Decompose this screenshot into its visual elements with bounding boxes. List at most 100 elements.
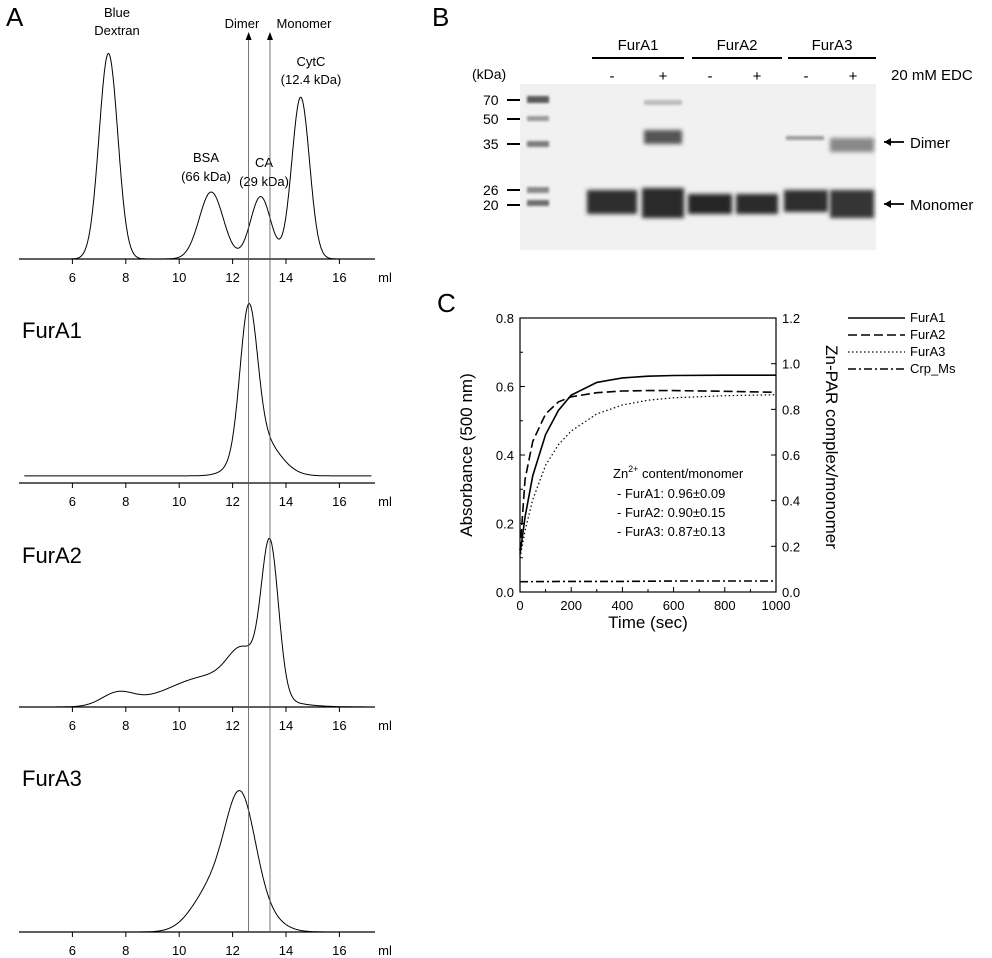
std-bsa-line2: (66 kDa) (181, 169, 231, 184)
gel-dimer-label: Dimer (910, 135, 950, 152)
c-y2-tick-label-0.8: 0.8 (782, 402, 800, 417)
x-tick-label-FurA3-6: 6 (69, 943, 76, 958)
marker-dimer-label: Dimer (225, 16, 260, 31)
c-y2-tick-label-1.0: 1.0 (782, 357, 800, 372)
marker-26: 26 (483, 182, 499, 198)
gel-group-fura2: FurA2 (717, 37, 758, 54)
ladder-band-26 (527, 187, 549, 193)
lane-sign-3: - (708, 68, 713, 85)
gel-background (520, 84, 876, 250)
c-y-tick-label-0.2: 0.2 (496, 517, 514, 532)
y2-axis-label: Zn-PAR complex/monomer (822, 345, 841, 549)
monomer-arrowhead-icon (884, 200, 891, 208)
x-tick-label-FurA3-8: 8 (122, 943, 129, 958)
std-bd-line1: Blue (104, 5, 130, 20)
x-tick-label-FurA1-10: 10 (172, 494, 186, 509)
x-tick-label-standards-14: 14 (279, 270, 293, 285)
c-y-tick-label-0.4: 0.4 (496, 448, 514, 463)
gel-lane6-dimer (830, 138, 874, 152)
x-tick-label-FurA2-10: 10 (172, 718, 186, 733)
std-ca-line2: (29 kDa) (239, 174, 289, 189)
panel-label-b: B (432, 2, 449, 32)
y-axis-label: Absorbance (500 nm) (457, 373, 476, 536)
x-tick-label-FurA1-12: 12 (225, 494, 239, 509)
std-bsa-line1: BSA (193, 150, 219, 165)
zn-content-fura3: - FurA3: 0.87±0.13 (617, 524, 725, 539)
sds-page-gel: FurA1 FurA2 FurA3 - + - + - + 20 mM EDC … (472, 37, 973, 250)
zn-content-title: Zn2+ content/monomer (613, 464, 744, 481)
gel-group-fura3: FurA3 (812, 37, 853, 54)
c-y2-tick-label-0.6: 0.6 (782, 448, 800, 463)
plot-c-frame (519, 317, 777, 593)
c-x-tick-label-1000: 1000 (762, 598, 791, 613)
c-x-tick-label-800: 800 (714, 598, 736, 613)
x-tick-label-FurA2-16: 16 (332, 718, 346, 733)
x-tick-label-FurA2-14: 14 (279, 718, 293, 733)
panel-label-c: C (437, 288, 456, 318)
x-tick-label-FurA1-6: 6 (69, 494, 76, 509)
x-tick-label-FurA2-12: 12 (225, 718, 239, 733)
c-y2-tick-label-0.0: 0.0 (782, 585, 800, 600)
x-unit-FurA3: ml (378, 943, 392, 958)
x-tick-label-standards-6: 6 (69, 270, 76, 285)
gel-group-fura1: FurA1 (618, 37, 659, 54)
marker-20: 20 (483, 197, 499, 213)
series-fura3 (519, 394, 777, 558)
ladder-band-35 (527, 141, 549, 147)
panel-label-a: A (6, 2, 24, 32)
dimer-arrowhead-icon (884, 138, 891, 146)
zn-title-prefix: Zn (613, 466, 628, 481)
x-tick-label-FurA2-6: 6 (69, 718, 76, 733)
series-fura1 (519, 374, 776, 555)
std-cytc-line2: (12.4 kDa) (281, 72, 342, 87)
c-x-tick-label-200: 200 (560, 598, 582, 613)
trace-FurA3 (24, 790, 372, 933)
series-fura2 (519, 389, 777, 551)
std-ca-line1: CA (255, 155, 273, 170)
gel-lane2-dimer (644, 130, 682, 144)
lane-sign-4: + (753, 68, 762, 85)
x-unit-standards: ml (378, 270, 392, 285)
marker-70: 70 (483, 92, 499, 108)
monomer-arrow-up-icon (266, 32, 273, 40)
gel-lane2-monomer (642, 188, 684, 218)
marker-50: 50 (483, 111, 499, 127)
gel-lane4-monomer (736, 194, 778, 214)
gel-lane5-monomer (784, 190, 828, 212)
gel-lane2-faint (644, 100, 682, 105)
ladder-band-50 (527, 116, 549, 121)
trace-FurA1 (24, 302, 372, 477)
c-y-tick-label-0.0: 0.0 (496, 585, 514, 600)
c-y2-tick-label-0.4: 0.4 (782, 494, 800, 509)
kda-label: (kDa) (472, 66, 506, 82)
x-tick-label-standards-10: 10 (172, 270, 186, 285)
legend-label-fura3: FurA3 (910, 344, 945, 359)
x-tick-label-FurA3-12: 12 (225, 943, 239, 958)
x-tick-label-FurA3-10: 10 (172, 943, 186, 958)
lane-sign-1: - (610, 68, 615, 85)
lane-sign-6: + (849, 68, 858, 85)
x-tick-label-standards-8: 8 (122, 270, 129, 285)
marker-monomer-label: Monomer (277, 16, 333, 31)
sec-chromatograms: Blue Dextran BSA (66 kDa) CA (29 kDa) Cy… (19, 5, 392, 958)
c-x-tick-label-0: 0 (516, 598, 523, 613)
x-unit-FurA2: ml (378, 718, 392, 733)
gel-lane6-monomer (830, 190, 874, 218)
edc-label: 20 mM EDC (891, 67, 973, 84)
zn-content-fura1: - FurA1: 0.96±0.09 (617, 486, 725, 501)
gel-lane5-faint (786, 136, 824, 140)
x-tick-label-FurA1-8: 8 (122, 494, 129, 509)
c-y-tick-label-0.6: 0.6 (496, 380, 514, 395)
ladder-band-70 (527, 96, 549, 103)
series-crp-ms (519, 580, 776, 583)
x-tick-label-FurA3-16: 16 (332, 943, 346, 958)
marker-35: 35 (483, 136, 499, 152)
legend-label-crp-ms: Crp_Ms (910, 361, 956, 376)
x-tick-label-FurA1-14: 14 (279, 494, 293, 509)
furA3-sec-label: FurA3 (22, 766, 82, 791)
legend-label-fura1: FurA1 (910, 310, 945, 325)
lane-sign-2: + (659, 68, 668, 85)
c-x-tick-label-600: 600 (663, 598, 685, 613)
c-x-tick-label-400: 400 (612, 598, 634, 613)
